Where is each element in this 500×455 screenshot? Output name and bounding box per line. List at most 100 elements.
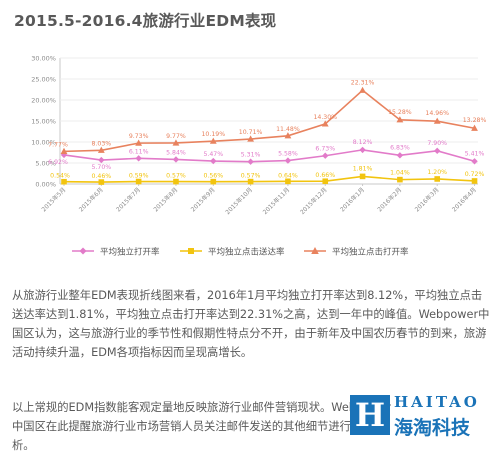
data-point-marker xyxy=(135,155,142,162)
data-point-marker xyxy=(397,176,403,183)
data-point-marker xyxy=(60,147,68,154)
data-label: 0.54% xyxy=(50,173,70,180)
legend-marker xyxy=(79,247,87,255)
haitao-watermark-logo: H HAITAO 海淘科技 xyxy=(350,391,500,444)
data-label: 5.47% xyxy=(203,151,223,158)
data-label: 8.03% xyxy=(91,140,111,147)
data-point-marker xyxy=(322,178,329,185)
data-label: 14.96% xyxy=(425,110,449,117)
data-label: 22.31% xyxy=(351,79,375,86)
data-point-marker xyxy=(322,152,329,159)
y-tick-label: 20.00% xyxy=(31,97,56,105)
data-label: 0.59% xyxy=(129,173,149,180)
series-line-3 xyxy=(63,89,475,153)
x-tick-label: 2016年2月 xyxy=(376,186,404,214)
x-tick-label: 2015年10月 xyxy=(224,186,254,216)
data-label: 10.19% xyxy=(201,131,225,138)
data-point-marker xyxy=(359,146,366,154)
data-label: 0.56% xyxy=(203,173,223,180)
data-point-marker xyxy=(285,178,291,185)
data-label: 11.48% xyxy=(276,126,300,133)
series-line-2 xyxy=(63,175,475,183)
data-label: 1.81% xyxy=(353,165,373,172)
data-label: 0.57% xyxy=(166,173,186,180)
data-point-marker xyxy=(173,178,179,185)
data-label: 6.73% xyxy=(315,146,335,153)
data-label: 5.84% xyxy=(166,149,186,156)
data-point-marker xyxy=(396,116,404,123)
legend-label: 平均独立点击打开率 xyxy=(332,247,409,258)
analysis-paragraph-2: 以上常规的EDM指数能客观定量地反映旅游行业邮件营销现状。Webpower中国区… xyxy=(12,401,391,452)
data-label: 9.73% xyxy=(129,133,149,140)
data-point-marker xyxy=(247,158,254,165)
data-label: 5.31% xyxy=(241,152,261,159)
data-point-marker xyxy=(172,139,180,146)
y-tick-label: 30.00% xyxy=(31,55,56,63)
y-tick-label: 15.00% xyxy=(31,118,56,126)
data-point-marker xyxy=(172,156,180,163)
haitao-logo-icon: H xyxy=(350,395,390,435)
legend-label: 平均独立打开率 xyxy=(100,247,160,258)
data-label: 1.20% xyxy=(427,169,447,176)
x-tick-label: 2015年5月 xyxy=(40,186,68,214)
x-tick-label: 2016年3月 xyxy=(413,186,441,214)
series-line-1 xyxy=(63,149,475,163)
x-tick-label: 2015年7月 xyxy=(114,186,142,214)
data-label: 1.04% xyxy=(390,170,410,177)
legend-marker xyxy=(188,248,194,254)
y-tick-label: 5.00% xyxy=(35,160,56,168)
watermark-cn-text: 海淘科技 xyxy=(394,417,471,439)
watermark-en-text: HAITAO xyxy=(394,393,480,411)
data-point-marker xyxy=(284,132,292,139)
data-point-marker xyxy=(359,173,366,180)
data-label: 0.66% xyxy=(315,172,335,179)
data-label: 0.72% xyxy=(465,171,485,178)
page-title: 2015.5-2016.4旅游行业EDM表现 xyxy=(14,12,277,30)
data-label: 0.64% xyxy=(278,172,298,179)
x-tick-label: 2016年1月 xyxy=(338,186,366,214)
data-label: 5.58% xyxy=(278,151,298,158)
data-point-marker xyxy=(247,178,254,185)
data-point-marker xyxy=(433,117,441,124)
data-label: 6.83% xyxy=(390,144,410,151)
data-point-marker xyxy=(471,178,478,184)
data-point-marker xyxy=(135,178,142,185)
x-tick-label: 2016年4月 xyxy=(450,186,478,214)
data-point-marker xyxy=(284,157,292,164)
data-point-marker xyxy=(359,86,366,93)
edm-line-chart: 0.00% 5.00% 10.00% 15.00% 20.00% 25.00% 30.00%… xyxy=(31,55,486,258)
data-point-marker xyxy=(61,178,67,185)
y-tick-label: 25.00% xyxy=(31,76,56,84)
data-label: 9.77% xyxy=(166,133,186,140)
x-tick-label: 2015年6月 xyxy=(77,186,105,214)
x-tick-label: 2015年9月 xyxy=(189,186,217,214)
legend-marker xyxy=(311,247,319,254)
data-point-marker xyxy=(97,146,105,153)
x-tick-label: 2015年12月 xyxy=(298,186,328,216)
data-point-marker xyxy=(396,152,404,159)
data-label: 7.90% xyxy=(427,140,447,147)
data-label: 15.28% xyxy=(388,109,412,116)
data-point-marker xyxy=(209,137,217,144)
analysis-paragraph-1: 从旅游行业整年EDM表现折线图来看，2016年1月平均独立打开率达到8.12%，… xyxy=(12,289,490,359)
data-point-marker xyxy=(98,179,105,185)
x-tick-label: 2015年11月 xyxy=(261,186,291,216)
y-tick-label: 0.00% xyxy=(35,181,56,189)
data-point-marker xyxy=(135,139,143,146)
y-tick-label: 10.00% xyxy=(31,139,56,147)
data-point-marker xyxy=(471,158,478,165)
legend-label: 平均独立点击送达率 xyxy=(208,247,285,258)
data-point-marker xyxy=(210,178,217,185)
data-label: 6.92% xyxy=(48,159,68,166)
data-point-marker xyxy=(321,120,329,127)
data-point-marker xyxy=(210,157,217,165)
data-label: 0.57% xyxy=(241,173,261,180)
data-label: 0.46% xyxy=(91,173,111,180)
data-point-marker xyxy=(247,135,255,142)
data-label: 5.70% xyxy=(91,164,111,171)
data-label: 5.41% xyxy=(465,150,485,157)
data-label: 14.30% xyxy=(313,114,337,121)
data-point-marker xyxy=(471,124,478,131)
x-tick-label: 2015年8月 xyxy=(152,186,180,214)
data-label: 8.12% xyxy=(353,139,373,146)
